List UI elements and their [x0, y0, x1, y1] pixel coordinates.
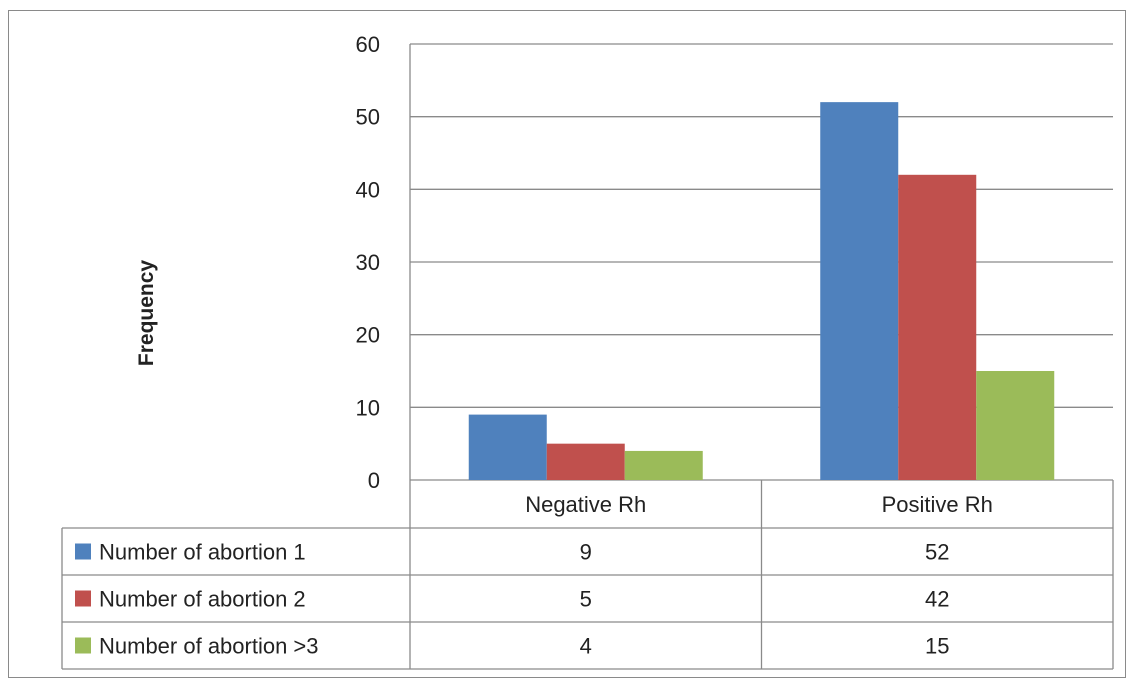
- y-tick-label: 40: [356, 177, 380, 202]
- legend-label: Number of abortion 2: [99, 587, 306, 612]
- y-axis-label: Frequency: [135, 260, 158, 367]
- table-value: 15: [925, 634, 949, 659]
- y-tick-label: 20: [356, 323, 380, 348]
- y-tick-label: 10: [356, 395, 380, 420]
- x-category-label: Negative Rh: [525, 492, 646, 517]
- legend-key-3: [75, 637, 91, 654]
- table-value: 52: [925, 540, 949, 565]
- legend-label: Number of abortion >3: [99, 634, 319, 659]
- table-value: 9: [580, 540, 592, 565]
- table-value: 4: [580, 634, 592, 659]
- bar-3-negative-rh: [624, 450, 703, 480]
- bar-2-positive-rh: [898, 174, 977, 481]
- y-axis-ticks: 0 10 20 30 40 50 60: [356, 32, 380, 493]
- legend-key-2: [75, 590, 91, 607]
- y-tick-label: 0: [368, 468, 380, 493]
- legend-label: Number of abortion 1: [99, 540, 306, 565]
- bars: [468, 102, 1055, 481]
- data-table: Negative Rh Positive Rh Number of abortion…: [61, 480, 1114, 670]
- x-category-label: Positive Rh: [882, 492, 993, 517]
- y-tick-label: 60: [356, 32, 380, 57]
- bar-1-positive-rh: [820, 102, 899, 480]
- bar-2-negative-rh: [546, 443, 625, 480]
- y-tick-label: 30: [356, 250, 380, 275]
- table-value: 42: [925, 587, 949, 612]
- bar-3-positive-rh: [976, 371, 1055, 480]
- y-tick-label: 50: [356, 105, 380, 130]
- legend-key-1: [75, 543, 91, 560]
- table-value: 5: [580, 587, 592, 612]
- bar-1-negative-rh: [468, 414, 547, 480]
